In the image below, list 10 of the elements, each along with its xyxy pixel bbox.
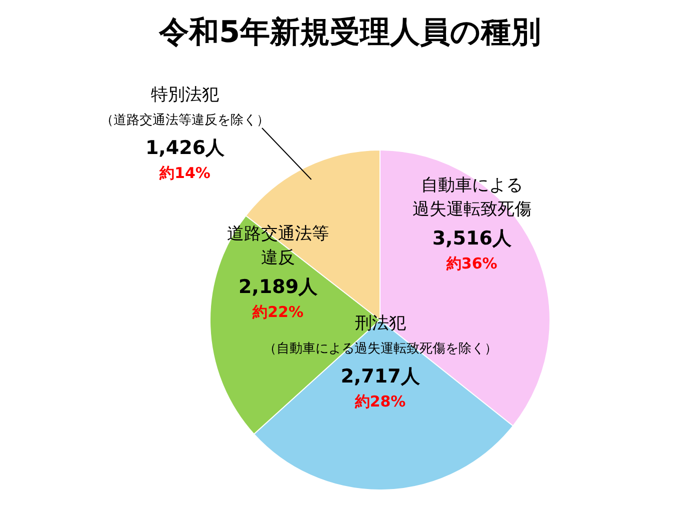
data-label: 2,717人 [340, 365, 421, 388]
text: 約28% [354, 392, 406, 410]
data-label: 1,426人 [145, 137, 226, 159]
data-label: 3,516人 [432, 228, 512, 250]
slice-label: 特別法犯（道路交通法等違反を除く） [100, 85, 270, 128]
chart-title: 令和5年新規受理人員の種別 [158, 15, 541, 50]
text: 約14% [158, 164, 210, 182]
data-label: 2,189人 [238, 276, 319, 298]
text: 約36% [445, 254, 498, 273]
slice-label: 自動車による過失運転致死傷 [412, 176, 532, 220]
